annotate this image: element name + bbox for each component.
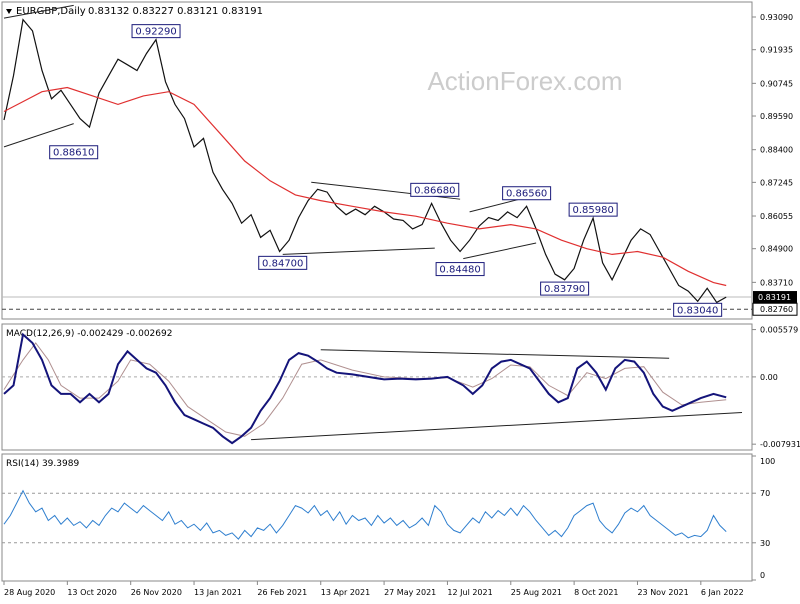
price-axis: 0.93090 0.91935 0.90745 0.89590 0.88400 0.872…: [752, 13, 798, 316]
level-label: 0.83040: [677, 305, 718, 316]
time-tick-label: 13 Jan 2021: [194, 588, 242, 597]
price-tick-label: 0.83710: [760, 278, 793, 287]
symbol-title: EURGBP,Daily: [16, 6, 86, 17]
macd-tick-label: 0.005579: [760, 326, 798, 335]
price-series: [3, 18, 727, 304]
level-label: 0.83790: [544, 284, 585, 295]
price-tick-label: 0.93090: [760, 13, 793, 22]
last-price-tag: [753, 291, 797, 304]
price-tick-label: 0.91935: [760, 46, 793, 55]
macd-trendline: [251, 412, 743, 441]
level-labels: 0.92290 0.88610 0.84700 0.86680 0.84480 0.865…: [49, 24, 723, 317]
rsi-level-lines: [2, 492, 752, 544]
time-tick-label: 25 Aug 2021: [511, 588, 562, 597]
time-axis: 28 Aug 2020 13 Oct 2020 26 Nov 2020 13 Jan …: [3, 581, 744, 597]
price-trendlines: [3, 4, 537, 260]
price-tick-label: 0.90745: [760, 79, 793, 88]
macd-axis: 0.005579 0.00 -0.007931: [752, 326, 800, 449]
price-tick-label: 0.88400: [760, 146, 793, 155]
level-label-box: [540, 281, 590, 296]
macd-trendlines: [251, 349, 743, 441]
time-tick-label: 27 May 2021: [384, 588, 436, 597]
last-price-label: 0.83191: [758, 293, 791, 302]
watermark: ActionForex.com: [427, 66, 622, 96]
level-label: 0.84700: [262, 258, 303, 269]
macd-line: [3, 332, 727, 445]
moving-average-line: [3, 86, 727, 287]
rsi-tick-label: 70: [760, 489, 770, 498]
macd-trendline: [320, 349, 670, 359]
rsi-tick-label: 100: [760, 457, 775, 466]
level-label: 0.92290: [135, 27, 176, 38]
level-label-box: [258, 255, 308, 270]
ohlc-readout: 0.83132 0.83227 0.83121 0.83191: [88, 6, 263, 17]
dropdown-arrow-icon[interactable]: [6, 9, 12, 14]
rsi-tick-label: 0: [760, 571, 765, 580]
macd-signal-line: [3, 342, 727, 437]
level-label-box: [502, 186, 552, 201]
level-label: 0.86680: [414, 185, 455, 196]
price-trendline: [463, 242, 537, 260]
price-tick-label: 0.82760: [760, 305, 793, 314]
time-tick-label: 13 Oct 2020: [67, 588, 116, 597]
level-label-box: [410, 182, 460, 197]
time-tick-label: 26 Nov 2020: [131, 588, 182, 597]
level-label-box: [673, 302, 723, 317]
macd-title: MACD(12,26,9) -0.002429 -0.002692: [6, 329, 172, 339]
price-tick-label: 0.86055: [760, 212, 793, 221]
level-label: 0.85980: [572, 205, 613, 216]
time-tick-label: 8 Oct 2021: [574, 588, 618, 597]
macd-pane: [1, 323, 753, 451]
time-tick-label: 6 Jan 2022: [701, 588, 744, 597]
macd-tick-label: -0.007931: [760, 440, 800, 449]
price-trendline: [3, 4, 74, 19]
level-label-box: [49, 145, 99, 160]
level-label: 0.84480: [439, 265, 480, 276]
rsi-line: [3, 489, 727, 540]
level-label-box: [568, 202, 618, 217]
level-label: 0.88610: [53, 148, 94, 159]
time-tick-label: 12 Jul 2021: [447, 588, 492, 597]
time-tick-label: 23 Nov 2021: [637, 588, 688, 597]
level-label-box: [435, 262, 485, 277]
level-label-box: [131, 24, 181, 39]
price-trendline: [3, 123, 74, 148]
rsi-tick-label: 30: [760, 539, 770, 548]
price-tick-label: 0.87245: [760, 178, 793, 187]
reference-price-tag: [752, 302, 798, 316]
macd-tick-label: 0.00: [760, 373, 778, 382]
time-tick-label: 28 Aug 2020: [4, 588, 55, 597]
level-label: 0.86560: [506, 189, 547, 200]
price-tick-label: 0.84900: [760, 245, 793, 254]
price-pane: [1, 1, 753, 320]
rsi-axis: 100 70 30 0: [752, 455, 775, 581]
price-trendline: [282, 247, 435, 255]
time-tick-label: 13 Apr 2021: [321, 588, 370, 597]
rsi-title: RSI(14) 39.3989: [6, 459, 79, 469]
price-tick-label: 0.89590: [760, 112, 793, 121]
time-tick-label: 26 Feb 2021: [257, 588, 307, 597]
rsi-pane: [1, 453, 753, 582]
